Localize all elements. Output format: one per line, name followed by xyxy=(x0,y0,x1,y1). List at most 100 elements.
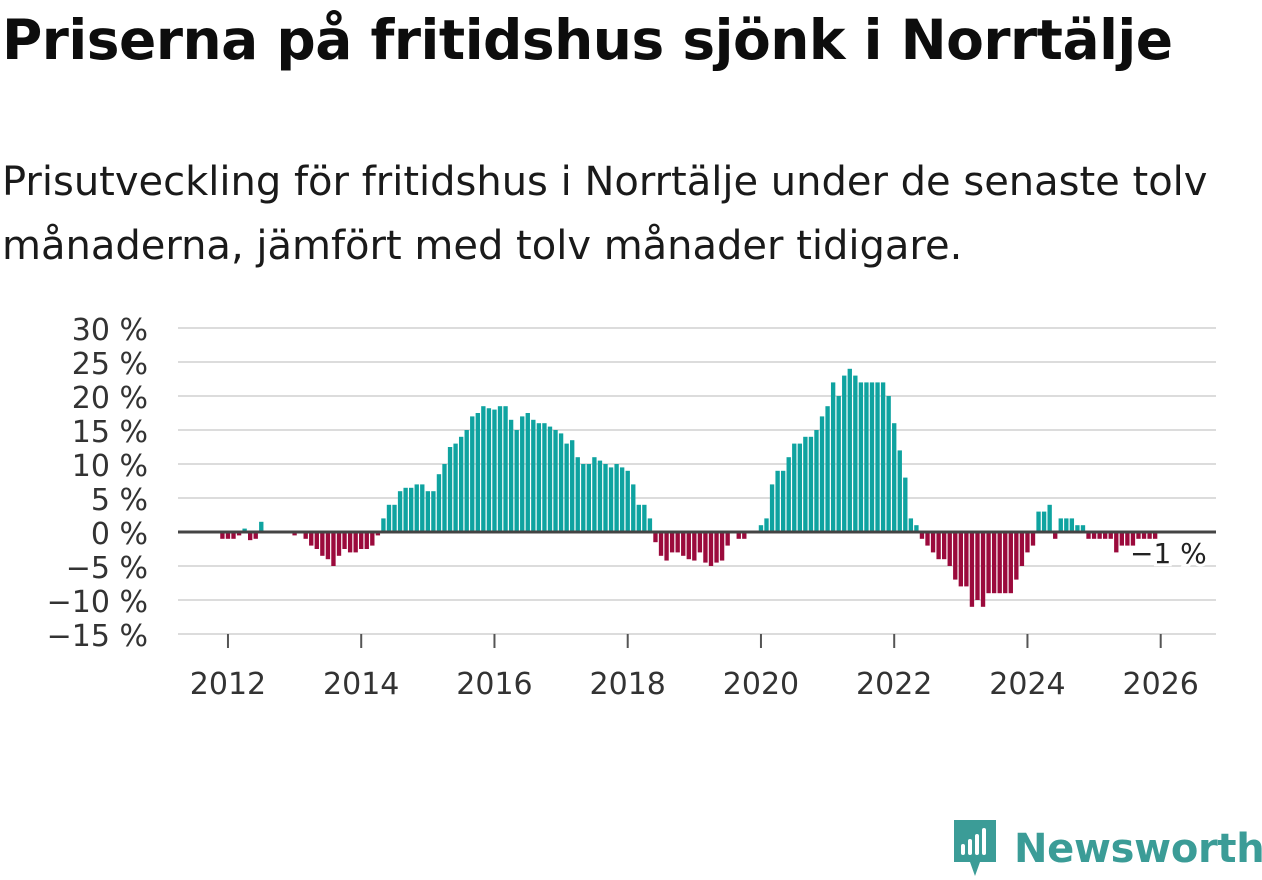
bar xyxy=(420,484,424,532)
bar xyxy=(631,484,635,532)
bar-chart: 30 %25 %20 %15 %10 %5 %0 %−5 %−10 %−15 %… xyxy=(0,300,1262,720)
bar xyxy=(1120,532,1124,546)
bars xyxy=(220,369,1157,607)
bar xyxy=(614,464,618,532)
y-tick-label: −15 % xyxy=(47,619,148,654)
bar xyxy=(1036,512,1040,532)
bar xyxy=(431,491,435,532)
bar xyxy=(653,532,657,542)
bar xyxy=(803,437,807,532)
bar xyxy=(809,437,813,532)
bar xyxy=(792,444,796,532)
bar xyxy=(709,532,713,566)
bar xyxy=(687,532,691,559)
bar xyxy=(1014,532,1018,580)
bar xyxy=(1025,532,1029,552)
bar xyxy=(509,420,513,532)
bar xyxy=(1009,532,1013,593)
bar xyxy=(825,406,829,532)
y-tick-label: 5 % xyxy=(91,483,148,518)
bar xyxy=(503,406,507,532)
bar xyxy=(775,471,779,532)
bar xyxy=(864,382,868,532)
bar xyxy=(692,532,696,561)
bar xyxy=(892,423,896,532)
bar xyxy=(975,532,979,600)
bar xyxy=(1031,532,1035,546)
bar xyxy=(814,430,818,532)
bar xyxy=(315,532,319,549)
bar xyxy=(936,532,940,559)
x-tick-label: 2022 xyxy=(856,667,932,702)
bar xyxy=(548,427,552,532)
bar xyxy=(925,532,929,546)
bar xyxy=(476,413,480,532)
bar xyxy=(714,532,718,563)
bar xyxy=(259,522,263,532)
bar xyxy=(409,488,413,532)
bar xyxy=(437,474,441,532)
bar xyxy=(1064,518,1068,532)
bar xyxy=(403,488,407,532)
x-tick-label: 2026 xyxy=(1123,667,1199,702)
bar xyxy=(515,430,519,532)
bar xyxy=(587,464,591,532)
bar xyxy=(415,484,419,532)
bar xyxy=(870,382,874,532)
bar xyxy=(881,382,885,532)
bar xyxy=(448,447,452,532)
bar xyxy=(609,467,613,532)
bar xyxy=(392,505,396,532)
bar xyxy=(681,532,685,556)
bar xyxy=(426,491,430,532)
bar xyxy=(909,518,913,532)
bar xyxy=(553,430,557,532)
bar xyxy=(531,420,535,532)
bar xyxy=(1020,532,1024,566)
y-tick-label: 0 % xyxy=(91,517,148,552)
bar xyxy=(1125,532,1129,546)
bar xyxy=(798,444,802,532)
bar xyxy=(598,461,602,532)
bar xyxy=(342,532,346,549)
bar xyxy=(465,430,469,532)
bar xyxy=(626,471,630,532)
bar xyxy=(320,532,324,556)
brand-name: Newsworthy xyxy=(1014,826,1262,872)
bar xyxy=(1070,518,1074,532)
bar xyxy=(853,376,857,532)
y-tick-label: 25 % xyxy=(72,347,148,382)
bar xyxy=(581,464,585,532)
bar xyxy=(898,450,902,532)
bar xyxy=(387,505,391,532)
bar xyxy=(764,518,768,532)
bar xyxy=(848,369,852,532)
x-tick-label: 2018 xyxy=(590,667,666,702)
bar xyxy=(981,532,985,607)
x-tick-label: 2024 xyxy=(989,667,1065,702)
bar xyxy=(353,532,357,552)
bar xyxy=(1114,532,1118,552)
bar xyxy=(520,416,524,532)
bar xyxy=(603,464,607,532)
bar xyxy=(381,518,385,532)
bar xyxy=(648,518,652,532)
bar xyxy=(831,382,835,532)
bar xyxy=(620,467,624,532)
bar xyxy=(886,396,890,532)
bar xyxy=(592,457,596,532)
bar xyxy=(492,410,496,532)
bar xyxy=(842,376,846,532)
bar xyxy=(953,532,957,580)
bar xyxy=(359,532,363,549)
bar xyxy=(659,532,663,556)
bar xyxy=(670,532,674,552)
newsworthy-brand: Newsworthy xyxy=(950,818,1262,880)
y-tick-label: −5 % xyxy=(66,551,148,586)
chart-subtitle: Prisutveckling för fritidshus i Norrtälj… xyxy=(2,150,1252,278)
chart-title: Priserna på fritidshus sjönk i Norrtälje xyxy=(2,8,1173,72)
bar xyxy=(526,413,530,532)
bar xyxy=(487,408,491,532)
bar xyxy=(559,433,563,532)
